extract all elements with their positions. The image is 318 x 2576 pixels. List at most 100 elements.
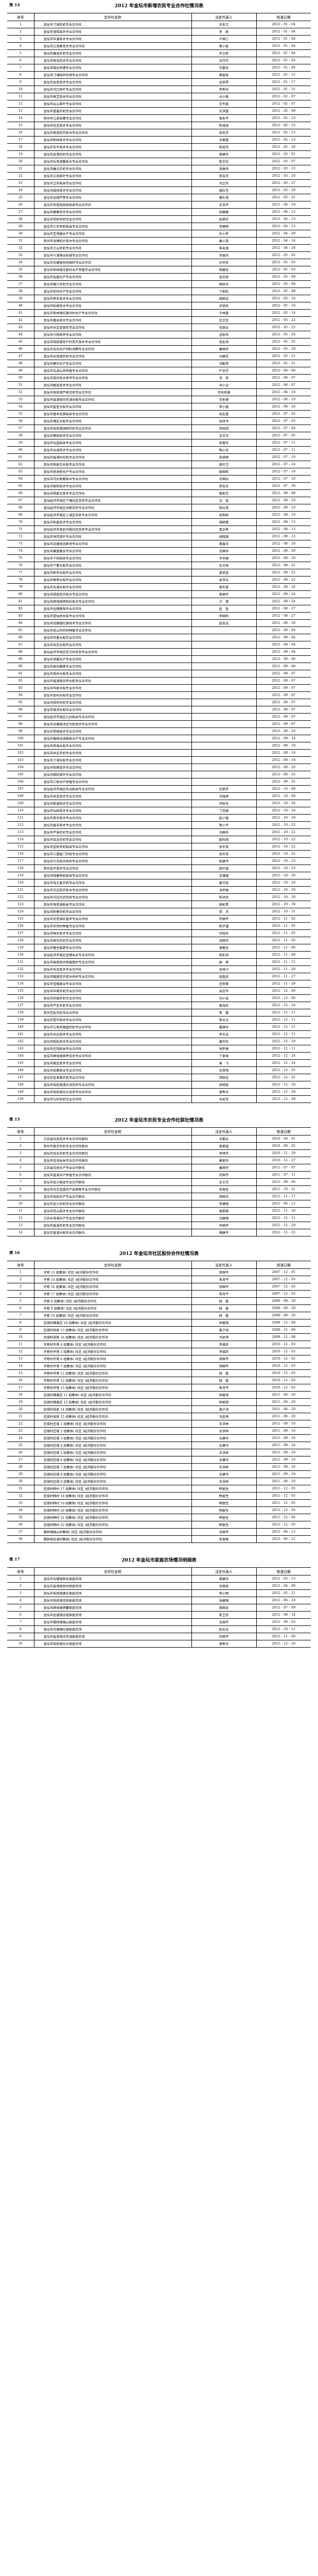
row-representative bbox=[191, 764, 257, 771]
row-representative bbox=[191, 756, 257, 764]
table-row: 141 金坛市天正苗木专业合作社 李水龙 2012 – 12 – 11 bbox=[7, 1030, 311, 1038]
row-date: 2012 – 05 – 22 bbox=[256, 324, 311, 331]
row-representative: 周国忠 bbox=[191, 295, 257, 302]
row-representative: 韩留生 bbox=[191, 1521, 257, 1529]
row-representative: 张生海 bbox=[191, 338, 257, 346]
table-row: 134 金坛市宝隆禽业专业合作社 庄荣青 2012 – 11 – 29 bbox=[7, 980, 311, 988]
table-row: 127 金坛市顺天苗木专业合作社 宗晓华 2012 – 11 – 05 bbox=[7, 929, 311, 937]
row-representative: 陈洪生 bbox=[191, 893, 257, 901]
row-representative: 韩留生 bbox=[191, 1506, 257, 1514]
row-date: 2012 – 12 – 24 bbox=[256, 1052, 311, 1060]
row-representative bbox=[191, 742, 257, 750]
row-representative: 赵小留 bbox=[191, 814, 257, 822]
row-name: 金坛市添盟水产专业合作社 bbox=[34, 655, 192, 663]
table-row: 7 许巷 10 组集体( 社区 )经济股份合作社姚 胜 2008 – 09 – 30 bbox=[7, 1312, 311, 1319]
row-representative: 姜方俊 bbox=[191, 879, 257, 887]
row-date: 2011 – 12 – 05 bbox=[256, 1492, 311, 1500]
row-name: 金坛市华源苗木专业合作社 bbox=[34, 35, 192, 43]
row-representative: 严台芳 bbox=[191, 367, 257, 375]
table-row: 27 庄城村庄城 6 组集体( 社区 )经济股份合作社 王建中 2011 – 09 –… bbox=[7, 1456, 311, 1464]
row-date: 2012 – 09 – 04 bbox=[256, 634, 311, 641]
row-index: 29 bbox=[7, 1470, 34, 1478]
table-row: 8 金坛市苏合宝盛农产品销客专业合作联社 吴保生 2011 – 10 – 31 bbox=[7, 1185, 311, 1193]
row-date: 2012 – 05 – 24 bbox=[256, 331, 311, 338]
row-date: 2011 – 09 – 16 bbox=[256, 1463, 311, 1471]
row-index: 92 bbox=[7, 677, 34, 685]
row-date: 2012 – 11 – 06 bbox=[256, 1633, 311, 1640]
row-representative: 丁柏松 bbox=[191, 287, 257, 295]
column-header-representative: 法定代表人 bbox=[191, 1261, 257, 1269]
row-index: 1 bbox=[7, 1135, 34, 1143]
row-representative: 欧阳海 bbox=[191, 836, 257, 843]
row-name: 金坛市冰芸金银花专业合作社 bbox=[34, 324, 192, 331]
row-date: 2011 – 12 – 05 bbox=[256, 1485, 311, 1493]
row-date: 2012 – 01 – 04 bbox=[256, 28, 311, 36]
row-index: 82 bbox=[7, 605, 34, 613]
row-index: 141 bbox=[7, 1030, 34, 1038]
table-row: 60 金坛市龙溪花木专业合作社 陶小兵 2012 – 07 – 11 bbox=[7, 446, 311, 454]
row-index: 60 bbox=[7, 446, 34, 454]
row-representative bbox=[191, 670, 257, 677]
table-row: 126 金坛市天然村种植专业合作社 陈学谨 2012 – 11 – 05 bbox=[7, 922, 311, 930]
row-name: 金坛市茅东苗木专业合作社 bbox=[34, 295, 192, 302]
row-name: 金坛市指前镇社头家庭农场 bbox=[34, 1640, 192, 1648]
row-name: 金坛市江南百果园农机专业合作社 bbox=[34, 1023, 192, 1031]
row-date: 2011 – 10 – 31 bbox=[256, 1185, 311, 1193]
row-representative: 徐营军 bbox=[191, 439, 257, 447]
row-name: 金坛经济开发区洪家劳务专业合作社 bbox=[34, 504, 192, 512]
row-name: 常州艺耘农机专业合作社 bbox=[34, 1009, 192, 1016]
row-index: 116 bbox=[7, 850, 34, 858]
row-date: 2012 – 10 – 30 bbox=[256, 893, 311, 901]
row-name: 金坛市直溪农机专业合作联社 bbox=[34, 1222, 192, 1229]
document-page: 表 14 2012 年金坛市新增农民专业合作社情况表 序号 合作社名称 法定代表人 核准日… bbox=[7, 3, 311, 1648]
row-index: 49 bbox=[7, 367, 34, 375]
row-name: 金坛市顺达养猪专业合作社 bbox=[34, 64, 192, 72]
row-date: 2012 – 05 – 25 bbox=[256, 338, 311, 346]
row-date: 2012 – 05 – 08 bbox=[256, 273, 311, 281]
row-representative: 姚 胜 bbox=[191, 1377, 257, 1384]
row-name: 金坛市宜庄苗木专业合作社 bbox=[34, 122, 192, 129]
row-representative bbox=[191, 771, 257, 778]
row-date: 2012 – 12 – 06 bbox=[256, 994, 311, 1002]
table-row: 25 金坛市龙翔芦笋专业合作社 蔡扑塔 2012 – 03 – 31 bbox=[7, 194, 311, 201]
row-index: 102 bbox=[7, 749, 34, 757]
row-index: 144 bbox=[7, 1052, 34, 1060]
row-name: 金坛经济开发区东光稻米专业合作社 bbox=[34, 785, 192, 793]
row-index: 57 bbox=[7, 425, 34, 432]
table-row: 11 金坛市花山苗木专业合作联社 袁箭峰 2012 – 11 – 30 bbox=[7, 1207, 311, 1215]
row-date: 2012 – 10 – 30 bbox=[256, 886, 311, 894]
table-row: 11 金坛市景艺苗木专业合作社 佘小艳 2012 – 02 – 07 bbox=[7, 93, 311, 100]
row-representative bbox=[191, 713, 257, 721]
row-representative: 徐晓阳 bbox=[191, 425, 257, 432]
row-index: 3 bbox=[7, 35, 34, 43]
row-date: 2011 – 09 – 16 bbox=[256, 1449, 311, 1456]
row-representative: 许卫民 bbox=[191, 49, 257, 57]
row-name: 金坛市中巷农机专业合作社 bbox=[34, 987, 192, 995]
row-date: 2012 – 11 – 08 bbox=[256, 951, 311, 959]
row-representative: 高红生 bbox=[191, 187, 257, 194]
table-header-row: 序号 合作社名称 法定代表人 核准日期 bbox=[7, 1127, 311, 1136]
row-index: 36 bbox=[7, 1521, 34, 1529]
row-index: 66 bbox=[7, 489, 34, 497]
table-row: 29 金坛市三农有机稻米专业合作社 李建明 2012 – 04 – 13 bbox=[7, 223, 311, 230]
column-header-date: 核准日期 bbox=[256, 13, 311, 21]
row-date: 2011 – 09 – 16 bbox=[256, 1456, 311, 1464]
row-name: 金坛市薛埠镇茅麓家庭农场 bbox=[34, 1604, 192, 1612]
row-index: 90 bbox=[7, 663, 34, 670]
row-index: 1 bbox=[7, 1268, 34, 1276]
row-representative: 杨玉芳 bbox=[191, 172, 257, 180]
row-representative: 赵志忠 bbox=[191, 619, 257, 627]
table-row: 3 金坛市华源苗木专业合作社 卢焕仁 2012 – 01 – 04 bbox=[7, 35, 311, 43]
row-index: 5 bbox=[7, 1164, 34, 1172]
row-date: 2010 – 04 – 01 bbox=[256, 1135, 311, 1143]
row-name: 金坛市绿康有机稻米专业合作社 bbox=[34, 872, 192, 879]
row-index: 28 bbox=[7, 215, 34, 223]
row-representative: 黄中柱 bbox=[191, 1038, 257, 1045]
row-name: 金坛市芦庄农机专业合作社 bbox=[34, 1002, 192, 1009]
row-name: 金坛市杨家合苗木专业合作社 bbox=[34, 489, 192, 497]
row-index: 87 bbox=[7, 641, 34, 649]
column-header-name: 合作社名称 bbox=[34, 1261, 192, 1269]
row-index: 4 bbox=[7, 1290, 34, 1298]
row-date: 2009 – 12 – 08 bbox=[256, 1319, 311, 1327]
row-date: 2009 – 12 – 08 bbox=[256, 1333, 311, 1341]
